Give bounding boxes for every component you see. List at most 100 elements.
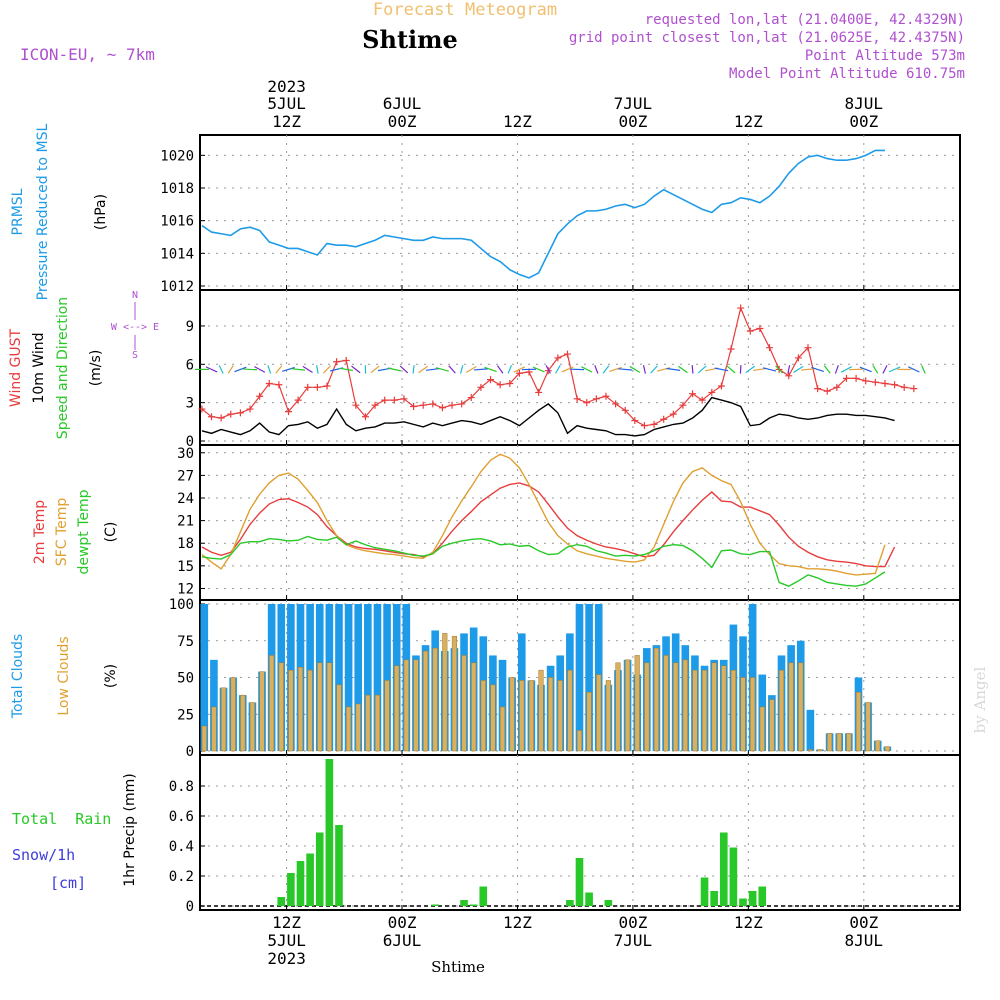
low-cloud-bar [721, 665, 727, 752]
low-cloud-bar [567, 669, 573, 752]
low-cloud-bar [220, 687, 227, 752]
precip-bar [575, 858, 584, 906]
y-tick-label: 1014 [160, 246, 194, 262]
low-cloud-bar [625, 659, 631, 752]
cloud-label-low: Low Clouds [56, 636, 72, 715]
wind-arrow [888, 366, 901, 373]
wind-arrow [882, 365, 888, 374]
gust-point [256, 392, 264, 400]
y-tick-label: 0.2 [169, 869, 194, 885]
bottom-tick-date: 5JUL [267, 931, 306, 950]
gust-point [352, 401, 360, 409]
precip-bar [287, 873, 295, 906]
gust-point [227, 410, 235, 418]
total-cloud-bar [364, 604, 372, 751]
pressure-panel: 1012 1014 1016 1018 1020 [160, 134, 961, 295]
low-cloud-bar [442, 633, 448, 752]
precip-bar [469, 904, 478, 906]
wind-arrow [811, 366, 824, 372]
y-tick-label: 100 [169, 597, 194, 613]
y-tick-label: 0.8 [169, 779, 194, 795]
low-cloud-bar [644, 662, 650, 752]
low-cloud-bar [750, 677, 756, 752]
y-tick-label: 15 [177, 559, 194, 575]
y-tick-label: 1016 [160, 214, 194, 230]
gust-point [419, 401, 427, 409]
wind-arrow [243, 368, 258, 371]
total-cloud-bar [335, 604, 343, 751]
pressure-label-msl: Pressure Reduced to MSL [35, 123, 51, 300]
wind-arrow [561, 366, 574, 373]
wind-arrow [339, 367, 354, 372]
wind-arrow [714, 367, 729, 372]
wind-arrow [507, 365, 513, 374]
wind-arrow [666, 367, 681, 371]
temp-panel-frame [199, 444, 961, 601]
wind-arrow [425, 367, 440, 371]
pressure-label-prmsl: PRMSL [10, 188, 26, 235]
gust-point [631, 417, 639, 425]
precip-bar [325, 759, 334, 906]
wind-arrow [448, 365, 456, 374]
low-cloud-bar [596, 674, 602, 752]
precip-bar [460, 900, 468, 906]
total-cloud-bar [383, 604, 391, 751]
product-title: Forecast Meteogram [373, 0, 557, 20]
gust-point [208, 413, 216, 421]
low-cloud-bar [548, 677, 554, 752]
gust-point [275, 381, 283, 389]
wind-arrow [594, 365, 599, 374]
low-cloud-bar [480, 680, 486, 752]
pressure-unit: (hPa) [93, 194, 109, 230]
y-tick-label: 30 [177, 446, 194, 462]
gust-point [410, 402, 418, 410]
gust-point [612, 400, 620, 408]
gust-point [602, 392, 610, 400]
low-cloud-bar [346, 706, 352, 752]
wind-arrow [609, 366, 622, 373]
cloud-label-total: Total Clouds [10, 634, 26, 719]
low-cloud-bar [586, 691, 592, 752]
low-cloud-bar [461, 655, 467, 752]
wind-arrow [473, 368, 488, 371]
bottom-tick-hour: 00Z [618, 913, 647, 932]
wind-arrow [227, 365, 234, 374]
precip-bar [335, 825, 343, 906]
gust-point [640, 422, 648, 430]
wind-arrow [435, 367, 449, 372]
gust-point [881, 379, 889, 387]
low-cloud-bar [865, 702, 871, 752]
low-cloud-bar [413, 659, 419, 752]
low-cloud-bar [499, 706, 506, 752]
wind-arrow [399, 365, 409, 374]
bottom-tick-year: 2023 [267, 949, 306, 968]
y-tick-label: 0 [186, 434, 194, 450]
dewpt-line [201, 535, 886, 587]
gust-point [342, 356, 350, 364]
wind-arrow [412, 365, 415, 374]
precip-bar [306, 853, 314, 906]
gust-point [487, 376, 495, 384]
bottom-tick-hour: 00Z [388, 913, 417, 932]
low-cloud-bar [307, 669, 313, 752]
wind-arrow [581, 366, 593, 373]
gust-point [236, 409, 244, 417]
low-cloud-bar [682, 659, 688, 752]
precip-bar [700, 877, 709, 906]
low-cloud-bar [692, 669, 698, 752]
gust-point [496, 381, 504, 389]
low-cloud-bar [855, 691, 862, 752]
low-cloud-bar [336, 684, 342, 752]
low-cloud-bar [528, 680, 534, 752]
y-tick-label: 27 [177, 468, 194, 484]
wind-arrow [496, 365, 504, 374]
gust-point [467, 394, 475, 402]
precip-bar [710, 891, 718, 906]
total-cloud-bar [373, 604, 382, 751]
y-tick-label: 0.4 [169, 839, 194, 855]
low-cloud-bar [557, 680, 563, 752]
wind-arrow [532, 366, 545, 373]
precip-bar [479, 886, 488, 906]
